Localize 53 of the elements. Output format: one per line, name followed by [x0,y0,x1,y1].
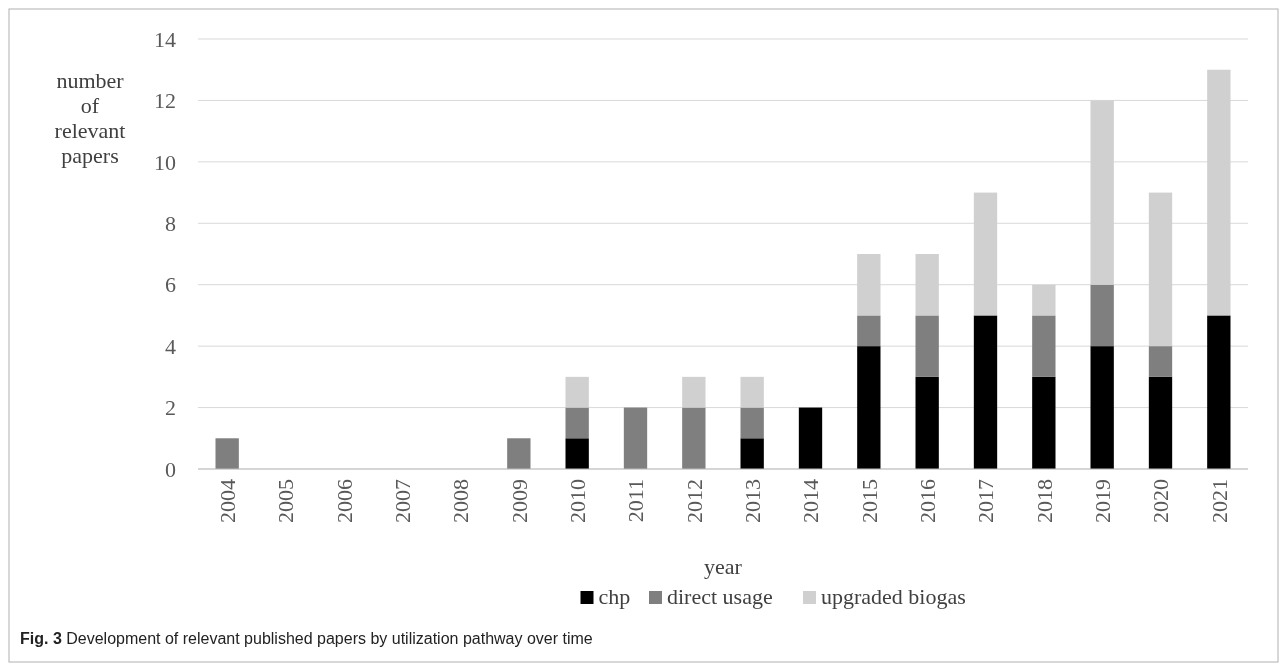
x-tick-label: 2021 [1206,479,1232,523]
bar [1148,346,1173,377]
x-tick-label: 2014 [798,479,824,523]
caption: Fig. 3 Development of relevant published papers by utilization pathway over time [20,630,593,647]
y-axis-title: number of relevant papers [54,68,126,168]
y-tick-label: 4 [165,333,176,359]
bar [507,438,531,469]
bar [1148,376,1173,469]
x-tick-label: 2016 [914,479,940,523]
y-tick-label: 12 [154,88,176,114]
bar [857,346,881,469]
x-tick-label: 2007 [389,479,415,523]
x-tick-label: 2017 [973,479,999,523]
legend-label: upgraded biogas [821,584,966,609]
bar [623,407,648,469]
x-tick-label: 2020 [1148,479,1174,523]
bar [1090,284,1114,347]
bar [857,315,881,347]
legend-label: direct usage [667,584,773,609]
x-tick-label: 2018 [1031,479,1057,523]
y-tick-label: 6 [165,272,176,298]
y-tick-label: 0 [165,456,176,482]
y-tick-label: 14 [154,26,176,52]
x-tick-label: 2004 [214,479,240,523]
x-axis-title: year [704,554,743,579]
bar [565,438,589,469]
bar [973,315,998,469]
bar [740,407,764,439]
bar [915,376,939,469]
legend-label: chp [598,584,631,609]
y-tick-label: 8 [165,210,176,236]
x-tick-label: 2009 [506,479,532,523]
bar [682,407,706,469]
bar [1032,315,1056,377]
bar [915,315,939,377]
bar [215,438,239,469]
bar [1032,376,1056,469]
x-tick-label: 2011 [623,479,649,523]
bar [565,407,589,439]
y-tick-label: 2 [165,395,176,421]
bar [740,438,764,469]
y-tick-label: 10 [154,149,176,175]
x-tick-label: 2012 [681,479,707,523]
x-tick-label: 2019 [1089,479,1115,523]
x-tick-label: 2008 [448,479,474,523]
x-tick-label: 2010 [564,479,590,523]
x-tick-label: 2005 [273,479,299,523]
bar [1207,315,1231,469]
x-tick-label: 2006 [331,479,357,523]
bar [1090,346,1114,469]
bar [798,407,823,469]
x-tick-label: 2013 [739,479,765,523]
x-tick-label: 2015 [856,479,882,523]
